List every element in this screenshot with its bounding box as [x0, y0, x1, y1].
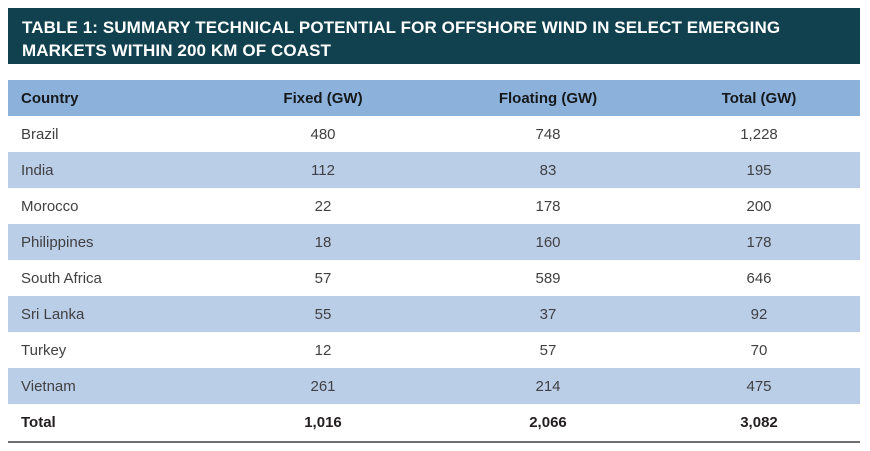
cell-country: South Africa	[8, 260, 208, 296]
cell-floating: 83	[438, 152, 658, 188]
cell-floating: 160	[438, 224, 658, 260]
cell-country: Turkey	[8, 332, 208, 368]
table-row: India 112 83 195	[8, 152, 860, 188]
cell-floating: 214	[438, 368, 658, 404]
cell-floating: 178	[438, 188, 658, 224]
column-header-country: Country	[8, 80, 208, 116]
cell-fixed: 18	[208, 224, 438, 260]
table-header: Country Fixed (GW) Floating (GW) Total (…	[8, 80, 860, 116]
table-footer: Total 1,016 2,066 3,082	[8, 404, 860, 443]
cell-floating: 589	[438, 260, 658, 296]
cell-total: 70	[658, 332, 860, 368]
cell-total: 475	[658, 368, 860, 404]
cell-country: Brazil	[8, 116, 208, 152]
cell-floating: 57	[438, 332, 658, 368]
cell-floating: 748	[438, 116, 658, 152]
cell-fixed: 480	[208, 116, 438, 152]
table-body: Brazil 480 748 1,228 India 112 83 195 Morocco 22 1…	[8, 116, 860, 404]
cell-fixed: 22	[208, 188, 438, 224]
cell-total: 200	[658, 188, 860, 224]
cell-fixed: 57	[208, 260, 438, 296]
table-row: Vietnam 261 214 475	[8, 368, 860, 404]
column-header-floating: Floating (GW)	[438, 80, 658, 116]
table-title-line-1: TABLE 1: SUMMARY TECHNICAL POTENTIAL FOR…	[22, 18, 781, 37]
cell-country: Philippines	[8, 224, 208, 260]
total-fixed-value: 1,016	[208, 404, 438, 443]
cell-total: 646	[658, 260, 860, 296]
total-total-value: 3,082	[658, 404, 860, 443]
cell-total: 195	[658, 152, 860, 188]
table-title-banner: TABLE 1: SUMMARY TECHNICAL POTENTIAL FOR…	[8, 8, 860, 64]
cell-total: 178	[658, 224, 860, 260]
total-row-label: Total	[8, 404, 208, 443]
cell-total: 92	[658, 296, 860, 332]
cell-total: 1,228	[658, 116, 860, 152]
table-row: Brazil 480 748 1,228	[8, 116, 860, 152]
cell-country: Morocco	[8, 188, 208, 224]
column-header-total: Total (GW)	[658, 80, 860, 116]
table-total-row: Total 1,016 2,066 3,082	[8, 404, 860, 443]
table-row: South Africa 57 589 646	[8, 260, 860, 296]
cell-country: India	[8, 152, 208, 188]
table-row: Turkey 12 57 70	[8, 332, 860, 368]
cell-country: Sri Lanka	[8, 296, 208, 332]
table-row: Sri Lanka 55 37 92	[8, 296, 860, 332]
table-row: Philippines 18 160 178	[8, 224, 860, 260]
cell-fixed: 55	[208, 296, 438, 332]
offshore-wind-potential-table: Country Fixed (GW) Floating (GW) Total (…	[8, 80, 860, 443]
cell-floating: 37	[438, 296, 658, 332]
table-header-row: Country Fixed (GW) Floating (GW) Total (…	[8, 80, 860, 116]
cell-fixed: 12	[208, 332, 438, 368]
table-title-line-2: MARKETS WITHIN 200 KM OF COAST	[22, 41, 332, 60]
table-row: Morocco 22 178 200	[8, 188, 860, 224]
column-header-fixed: Fixed (GW)	[208, 80, 438, 116]
total-floating-value: 2,066	[438, 404, 658, 443]
cell-fixed: 261	[208, 368, 438, 404]
cell-fixed: 112	[208, 152, 438, 188]
cell-country: Vietnam	[8, 368, 208, 404]
